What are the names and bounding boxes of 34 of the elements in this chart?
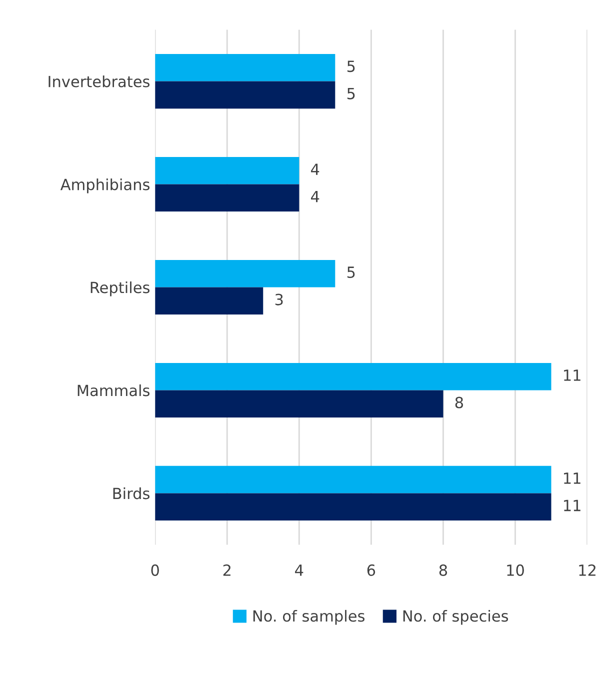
- data-label: 3: [275, 294, 283, 306]
- bar: [155, 156, 300, 184]
- data-label: 11: [564, 472, 580, 484]
- bar: [155, 287, 264, 315]
- y-tick-label: Mammals: [78, 384, 150, 396]
- x-tick-label: 2: [223, 564, 230, 576]
- data-label: 5: [347, 266, 355, 278]
- bar: [155, 493, 552, 520]
- y-tick-label: Birds: [113, 487, 150, 500]
- bar: [155, 260, 336, 288]
- data-label: 11: [564, 500, 580, 512]
- bar: [155, 184, 300, 212]
- data-label: 11: [564, 370, 580, 381]
- x-tick-label: 0: [151, 564, 159, 576]
- legend-label: No. of species: [403, 610, 508, 625]
- bar: [155, 390, 444, 418]
- legend-label: No. of samples: [253, 610, 364, 625]
- y-tick-label: Invertebrates: [48, 75, 150, 88]
- x-tick-label: 4: [295, 564, 304, 576]
- bar: [155, 81, 336, 109]
- data-label: 4: [311, 164, 320, 175]
- x-tick-label: 10: [507, 564, 524, 576]
- x-tick-label: 8: [439, 564, 448, 576]
- bar: [155, 362, 552, 390]
- data-label: 4: [311, 190, 320, 202]
- y-tick-label: Amphibians: [60, 178, 150, 194]
- x-tick-label: 6: [367, 564, 376, 576]
- data-label: 5: [347, 60, 355, 72]
- data-label: 5: [347, 88, 355, 100]
- bar: [155, 54, 336, 82]
- x-tick-label: 12: [579, 564, 596, 576]
- bar: [155, 466, 552, 494]
- y-tick-label: Reptiles: [90, 281, 150, 296]
- data-label: 8: [455, 396, 463, 408]
